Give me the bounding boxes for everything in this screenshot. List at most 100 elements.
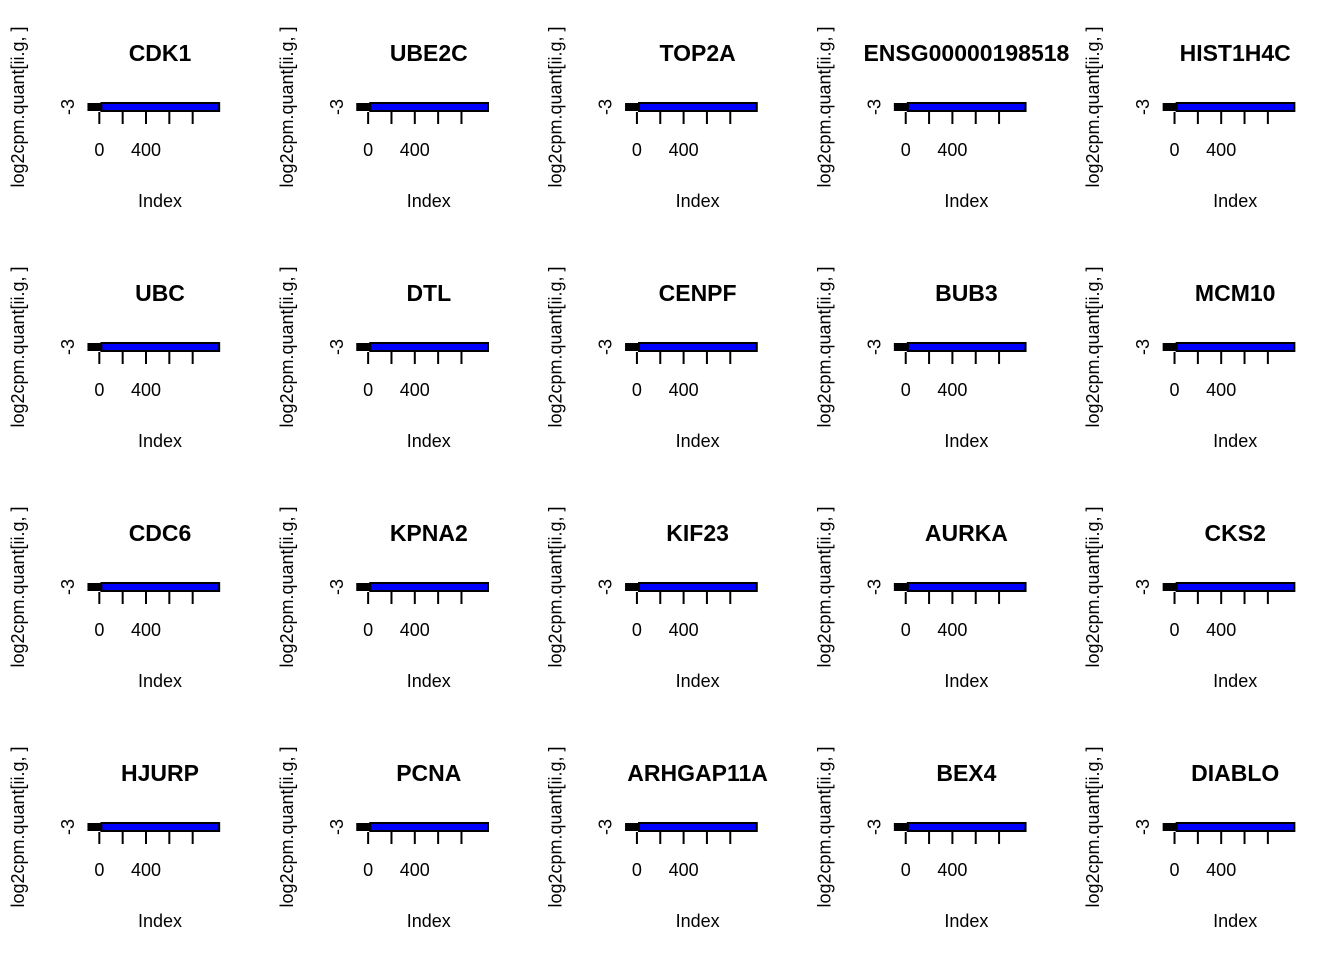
y-tick-label: -3 (58, 99, 78, 115)
y-axis-label: log2cpm.quant[ii.g, ] (8, 266, 28, 427)
x-tick-label: 0 (632, 380, 642, 400)
series-band (100, 582, 221, 592)
x-axis-label: Index (1213, 431, 1257, 451)
x-axis-label: Index (138, 191, 182, 211)
x-tick-label: 0 (94, 620, 104, 640)
x-axis-label: Index (1213, 671, 1257, 691)
panel-title: DTL (406, 280, 451, 306)
chart-panel: BUB3 log2cpm.quant[ii.g, ] -3 0 400 Index (814, 266, 1027, 451)
chart-panel: ENSG00000198518 log2cpm.quant[ii.g, ] -3 0 4… (814, 26, 1069, 211)
chart-panel: CENPF log2cpm.quant[ii.g, ] -3 0 400 Index (546, 266, 758, 451)
chart-panel: UBE2C log2cpm.quant[ii.g, ] -3 0 400 Index (277, 26, 489, 211)
x-tick-label: 0 (632, 620, 642, 640)
y-tick-label: -3 (1133, 819, 1153, 835)
series-start-cap (893, 103, 910, 111)
y-tick-label: -3 (596, 579, 616, 595)
series-band (638, 342, 758, 352)
x-tick-label: 400 (131, 140, 161, 160)
chart-panel: AURKA log2cpm.quant[ii.g, ] -3 0 400 Index (814, 506, 1027, 691)
y-axis-label: log2cpm.quant[ii.g, ] (814, 266, 834, 427)
panel-title: BUB3 (935, 280, 998, 306)
x-tick-label: 0 (632, 140, 642, 160)
chart-panel: KPNA2 log2cpm.quant[ii.g, ] -3 0 400 Index (277, 506, 489, 691)
x-tick-label: 400 (131, 620, 161, 640)
series-start-cap (1162, 583, 1179, 591)
y-axis-label: log2cpm.quant[ii.g, ] (8, 26, 28, 187)
panel-title: UBC (135, 280, 185, 306)
y-tick-label: -3 (596, 339, 616, 355)
x-axis-label: Index (944, 911, 988, 931)
chart-panel: TOP2A log2cpm.quant[ii.g, ] -3 0 400 Index (546, 26, 758, 211)
y-tick-label: -3 (58, 339, 78, 355)
series-start-cap (1162, 103, 1179, 111)
x-tick-label: 0 (901, 140, 911, 160)
x-tick-label: 0 (363, 140, 373, 160)
y-axis-label: log2cpm.quant[ii.g, ] (1083, 506, 1103, 667)
x-tick-label: 400 (1206, 140, 1236, 160)
x-tick-label: 400 (400, 620, 430, 640)
y-tick-label: -3 (596, 99, 616, 115)
x-tick-label: 400 (131, 380, 161, 400)
series-band (369, 582, 489, 592)
x-tick-label: 400 (131, 860, 161, 880)
series-band (100, 342, 221, 352)
panel-title: PCNA (396, 760, 461, 786)
y-axis-label: log2cpm.quant[ii.g, ] (814, 26, 834, 187)
y-tick-label: -3 (864, 579, 884, 595)
x-tick-label: 400 (669, 860, 699, 880)
y-axis-label: log2cpm.quant[ii.g, ] (546, 746, 566, 907)
x-axis-label: Index (944, 431, 988, 451)
series-start-cap (625, 583, 642, 591)
series-start-cap (356, 343, 373, 351)
panel-title: CDK1 (129, 40, 192, 66)
y-tick-label: -3 (327, 339, 347, 355)
x-tick-label: 400 (400, 380, 430, 400)
x-axis-label: Index (1213, 191, 1257, 211)
x-tick-label: 0 (632, 860, 642, 880)
x-axis-label: Index (138, 911, 182, 931)
panel-title: CDC6 (129, 520, 192, 546)
series-band (906, 342, 1027, 352)
series-band (638, 102, 758, 112)
chart-panel: DTL log2cpm.quant[ii.g, ] -3 0 400 Index (277, 266, 489, 451)
x-tick-label: 0 (1170, 620, 1180, 640)
series-band (638, 822, 758, 832)
series-start-cap (356, 103, 373, 111)
panel-title: TOP2A (659, 40, 735, 66)
series-band (369, 342, 489, 352)
x-axis-label: Index (138, 431, 182, 451)
x-tick-label: 400 (669, 140, 699, 160)
panel-title: HJURP (121, 760, 199, 786)
x-tick-label: 400 (937, 620, 967, 640)
x-axis-label: Index (676, 431, 720, 451)
x-axis-label: Index (676, 911, 720, 931)
chart-panel: PCNA log2cpm.quant[ii.g, ] -3 0 400 Index (277, 746, 489, 931)
chart-panel: CKS2 log2cpm.quant[ii.g, ] -3 0 400 Index (1083, 506, 1296, 691)
series-band (906, 822, 1027, 832)
x-axis-label: Index (138, 671, 182, 691)
x-tick-label: 400 (1206, 620, 1236, 640)
x-tick-label: 400 (1206, 860, 1236, 880)
y-tick-label: -3 (864, 819, 884, 835)
series-start-cap (625, 823, 642, 831)
x-axis-label: Index (407, 671, 451, 691)
series-band (906, 102, 1027, 112)
series-band (1175, 342, 1296, 352)
chart-panel: BEX4 log2cpm.quant[ii.g, ] -3 0 400 Index (814, 746, 1027, 931)
series-start-cap (625, 103, 642, 111)
series-start-cap (893, 343, 910, 351)
y-axis-label: log2cpm.quant[ii.g, ] (546, 266, 566, 427)
chart-panel: HIST1H4C log2cpm.quant[ii.g, ] -3 0 400 Index (1083, 26, 1296, 211)
panel-title: AURKA (925, 520, 1008, 546)
series-start-cap (87, 823, 104, 831)
series-band (1175, 822, 1296, 832)
x-tick-label: 0 (901, 620, 911, 640)
x-axis-label: Index (676, 191, 720, 211)
chart-panel: KIF23 log2cpm.quant[ii.g, ] -3 0 400 Index (546, 506, 758, 691)
panel-title: UBE2C (390, 40, 468, 66)
chart-panel: HJURP log2cpm.quant[ii.g, ] -3 0 400 Index (8, 746, 221, 931)
y-tick-label: -3 (1133, 339, 1153, 355)
panel-title: ARHGAP11A (627, 760, 768, 786)
x-tick-label: 400 (937, 380, 967, 400)
